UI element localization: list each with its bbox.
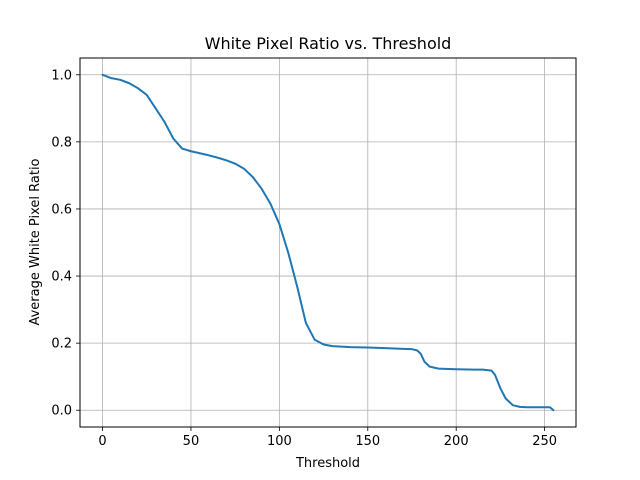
x-tick-label: 200 [444, 434, 469, 449]
x-tick-label: 100 [267, 434, 292, 449]
chart-title: White Pixel Ratio vs. Threshold [205, 34, 452, 53]
x-tick-label: 250 [532, 434, 557, 449]
plot-frame [79, 57, 577, 428]
x-tick-label: 50 [183, 434, 200, 449]
y-tick-label: 1.0 [51, 68, 72, 83]
y-tick-label: 0.4 [51, 270, 72, 285]
y-tick-label: 0.8 [51, 135, 72, 150]
y-axis: 0.0 0.2 0.4 0.6 0.8 1.0 [51, 68, 80, 419]
x-axis-label: Threshold [295, 456, 360, 471]
y-tick-label: 0.2 [51, 337, 72, 352]
series-line [101, 73, 555, 412]
y-axis-label: Average White Pixel Ratio [28, 158, 43, 325]
x-tick-label: 0 [98, 434, 106, 449]
y-tick-label: 0.0 [51, 404, 72, 419]
plot-area [101, 73, 555, 412]
grid [80, 58, 576, 427]
y-tick-label: 0.6 [51, 202, 72, 217]
x-tick-label: 150 [355, 434, 380, 449]
x-axis: 0 50 100 150 200 250 [98, 427, 557, 449]
